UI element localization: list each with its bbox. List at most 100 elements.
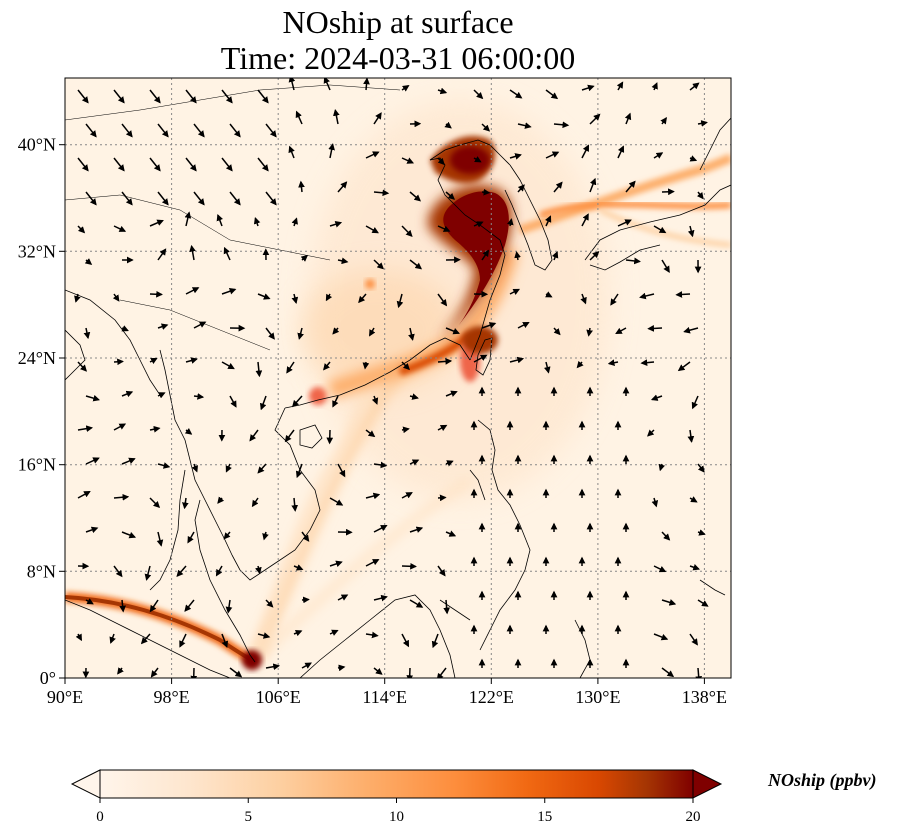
wind-vector-arrow — [401, 225, 413, 237]
wind-vector-arrow — [437, 424, 448, 432]
wind-vector-arrow — [639, 292, 655, 300]
wind-vector-arrow — [509, 153, 522, 160]
lat-tick-labels: 0° 8°N 16°N 24°N 32°N 40°N — [18, 135, 56, 688]
wind-vector-arrow — [409, 526, 424, 533]
wind-vector-arrow — [85, 598, 94, 605]
wind-vector-arrow — [365, 225, 379, 234]
lon-tick-label: 106°E — [256, 687, 301, 707]
lon-tick-labels: 90°E 98°E 106°E 114°E 122°E 130°E 138°E — [47, 687, 727, 707]
wind-vector-arrow — [553, 181, 563, 193]
wind-vector-arrow — [253, 217, 261, 227]
wind-vector-arrow — [337, 463, 346, 478]
map-subtitle: Time: 2024-03-31 06:00:00 — [220, 40, 576, 76]
wind-vector-arrow — [255, 565, 262, 575]
wind-vector-arrow — [257, 89, 269, 104]
wind-vector-arrow — [300, 254, 309, 262]
wind-vector-arrow — [371, 395, 379, 405]
wind-vector-arrow — [509, 89, 523, 99]
wind-vector-arrow — [184, 211, 192, 227]
wind-vector-arrow — [396, 293, 404, 309]
wind-vector-arrow — [689, 564, 700, 571]
wind-vector-arrow — [325, 293, 333, 302]
wind-vector-arrow — [217, 496, 225, 504]
wind-vector-arrow — [437, 225, 451, 232]
wind-vector-arrow — [193, 191, 205, 206]
wind-vector-arrow — [481, 123, 491, 132]
wind-vector-arrow — [112, 293, 120, 302]
wind-vector-arrow — [437, 157, 445, 166]
colorbar-tick-label: 5 — [245, 809, 253, 825]
wind-vector-arrow — [651, 82, 658, 91]
wind-vector-arrow — [265, 191, 277, 206]
wind-vector-arrow — [249, 429, 259, 442]
lat-tick-label: 24°N — [18, 348, 56, 368]
wind-vector-arrow — [329, 629, 339, 636]
wind-vector-arrow — [675, 291, 691, 298]
wind-vector-arrow — [119, 599, 126, 613]
wind-vector-arrow — [193, 123, 205, 138]
wind-vector-arrow — [157, 323, 169, 330]
wind-vector-arrow — [329, 560, 343, 568]
wind-vector-arrow — [223, 246, 231, 261]
wind-vector-arrow — [149, 157, 161, 172]
wind-vector-arrow — [481, 249, 490, 261]
wind-vector-arrow — [189, 244, 196, 261]
wind-vector-arrow — [332, 395, 339, 408]
wind-vector-arrow — [689, 633, 698, 646]
wind-vector-arrow — [373, 112, 382, 125]
wind-vector-arrow — [473, 354, 488, 363]
wind-vector-arrow — [689, 496, 698, 503]
wind-vector-arrow — [436, 667, 447, 678]
wind-vector-arrow — [401, 426, 410, 434]
wind-vector-arrow — [481, 188, 491, 196]
colorbar-tick-label: 15 — [537, 809, 552, 825]
wind-vector-arrow — [401, 562, 417, 570]
wind-vector-arrow — [437, 87, 448, 95]
lon-tick-label: 90°E — [47, 687, 83, 707]
wind-vector-arrow — [689, 155, 698, 162]
wind-vector-arrow — [647, 429, 655, 437]
wind-vector-arrow — [481, 322, 497, 329]
wind-vector-arrow — [323, 78, 331, 91]
wind-vector-arrow — [445, 460, 454, 467]
lat-tick-label: 16°N — [18, 455, 56, 475]
colorbar-tick-label: 0 — [96, 809, 104, 825]
wind-vector-arrow — [286, 361, 295, 374]
wind-vector-arrow — [362, 361, 370, 370]
wind-vector-arrow — [156, 531, 164, 547]
wind-vector-arrow — [259, 395, 267, 411]
wind-vectors — [74, 78, 709, 678]
wind-vector-arrow — [329, 221, 343, 228]
wind-vector-arrow — [295, 463, 303, 479]
coastlines — [65, 84, 731, 678]
wind-vector-arrow — [658, 463, 666, 472]
wind-vector-arrow — [113, 493, 130, 501]
wind-vector-arrow — [113, 225, 127, 232]
wind-vector-arrow — [545, 89, 559, 100]
wind-vector-arrow — [121, 123, 133, 138]
wind-vector-arrow — [543, 361, 551, 374]
axis-ticks — [59, 144, 705, 684]
wind-vector-arrow — [184, 427, 193, 435]
wind-vector-arrow — [113, 89, 125, 104]
colorbar-tick-label: 10 — [389, 809, 404, 825]
wind-vector-arrow — [409, 393, 419, 400]
gridlines — [65, 78, 731, 678]
wind-vector-arrow — [661, 259, 670, 273]
wind-vector-arrow — [401, 492, 413, 499]
wind-vector-arrow — [445, 390, 458, 397]
wind-vector-arrow — [650, 394, 663, 401]
wind-vector-arrow — [661, 667, 675, 678]
wind-vector-arrow — [301, 662, 312, 669]
wind-vector-arrow — [369, 327, 376, 337]
wind-vector-arrow — [85, 526, 99, 534]
wind-vector-arrow — [295, 110, 303, 125]
wind-vector-arrow — [301, 596, 310, 604]
wind-vector-arrow — [409, 459, 420, 466]
wind-vector-arrow — [323, 361, 331, 371]
colorbar-gradient — [99, 769, 694, 799]
wind-vector-arrow — [121, 191, 133, 206]
wind-vector-arrow — [401, 361, 410, 371]
wind-vector-arrow — [113, 423, 127, 431]
wind-vector-arrow — [660, 117, 667, 125]
